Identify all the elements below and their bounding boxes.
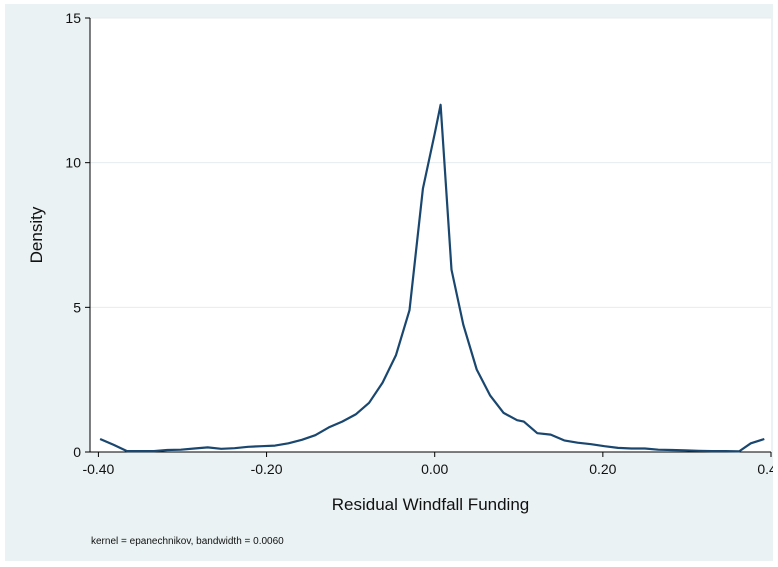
density-chart: 0 5 10 15 -0.40 -0.20 0.00 0.20 0.40 Residual Wi… xyxy=(27,10,773,547)
kernel-note: kernel = epanechnikov, bandwidth = 0.006… xyxy=(91,536,284,547)
tick-labels: 0 5 10 15 -0.40 -0.20 0.00 0.20 0.40 xyxy=(65,10,773,477)
chart-frame: 0 5 10 15 -0.40 -0.20 0.00 0.20 0.40 Residual Wi… xyxy=(5,4,773,561)
y-tick-label: 5 xyxy=(73,299,81,315)
x-axis-title: Residual Windfall Funding xyxy=(332,495,530,514)
x-tick-label: 0.00 xyxy=(421,461,448,477)
y-tick-label: 15 xyxy=(65,10,81,26)
axes xyxy=(85,17,772,457)
x-tick-label: 0.20 xyxy=(589,461,616,477)
x-tick-label: -0.40 xyxy=(82,461,114,477)
y-tick-label: 10 xyxy=(65,155,81,171)
y-axis-title: Density xyxy=(27,206,46,263)
y-tick-label: 0 xyxy=(73,444,81,460)
plot-area xyxy=(90,18,771,452)
x-tick-label: 0.40 xyxy=(757,461,773,477)
x-tick-label: -0.20 xyxy=(251,461,283,477)
grid-lines xyxy=(90,17,771,308)
density-curve xyxy=(99,103,765,453)
